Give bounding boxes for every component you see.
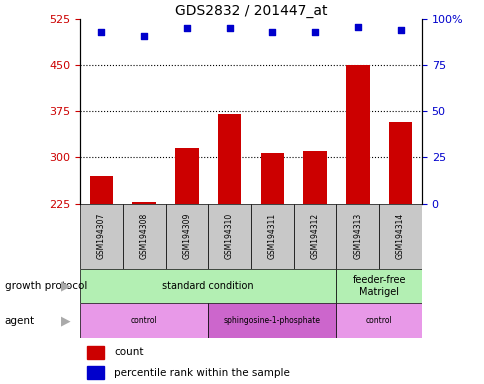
Text: count: count [114, 347, 143, 357]
Point [182, 25, 190, 31]
Text: sphingosine-1-phosphate: sphingosine-1-phosphate [224, 316, 320, 325]
Bar [336, 303, 421, 338]
Bar [346, 65, 369, 204]
Text: GSM194310: GSM194310 [225, 213, 234, 259]
Text: GSM194312: GSM194312 [310, 213, 319, 259]
Bar [388, 122, 411, 204]
Bar [122, 204, 165, 269]
Point [97, 29, 105, 35]
Title: GDS2832 / 201447_at: GDS2832 / 201447_at [174, 4, 327, 18]
Bar [175, 148, 198, 204]
Bar [336, 269, 421, 303]
Text: feeder-free
Matrigel: feeder-free Matrigel [352, 275, 405, 297]
Text: ▶: ▶ [60, 280, 70, 293]
Point [225, 25, 233, 31]
Text: GSM194309: GSM194309 [182, 213, 191, 259]
Text: GSM194311: GSM194311 [267, 213, 276, 259]
Bar [87, 346, 104, 359]
Bar [90, 176, 113, 204]
Text: GSM194308: GSM194308 [139, 213, 148, 259]
Point [311, 29, 318, 35]
Text: growth protocol: growth protocol [5, 281, 87, 291]
Bar [80, 269, 336, 303]
Bar [336, 204, 378, 269]
Bar [80, 204, 122, 269]
Text: ▶: ▶ [60, 314, 70, 327]
Text: GSM194307: GSM194307 [97, 213, 106, 259]
Point [353, 23, 361, 30]
Bar [208, 303, 336, 338]
Bar [378, 204, 421, 269]
Text: control: control [131, 316, 157, 325]
Bar [217, 114, 241, 204]
Bar [80, 303, 208, 338]
Bar [165, 204, 208, 269]
Text: standard condition: standard condition [162, 281, 254, 291]
Text: GSM194314: GSM194314 [395, 213, 404, 259]
Point [396, 27, 404, 33]
Text: GSM194313: GSM194313 [353, 213, 362, 259]
Bar [208, 204, 251, 269]
Bar [87, 366, 104, 379]
Bar [293, 204, 336, 269]
Bar [260, 152, 284, 204]
Point [268, 29, 276, 35]
Text: control: control [365, 316, 392, 325]
Text: percentile rank within the sample: percentile rank within the sample [114, 368, 289, 378]
Text: agent: agent [5, 316, 35, 326]
Bar [302, 151, 326, 204]
Bar [132, 202, 155, 204]
Point [140, 33, 148, 39]
Bar [251, 204, 293, 269]
